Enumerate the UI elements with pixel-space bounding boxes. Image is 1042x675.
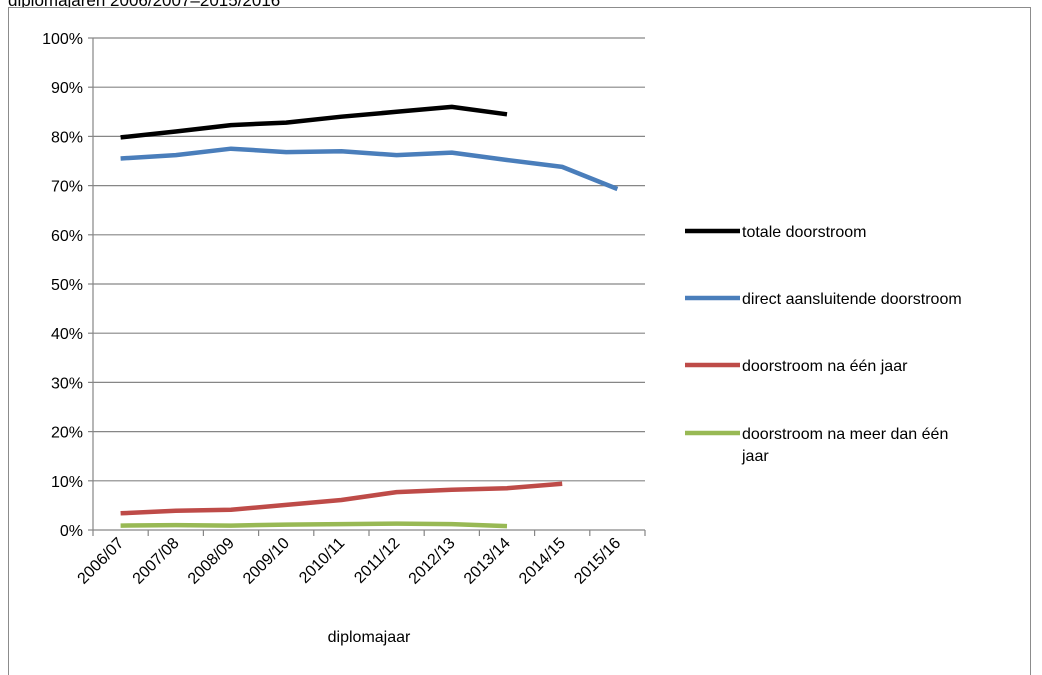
x-tick-label: 2007/08: [130, 535, 183, 588]
x-tick-label: 2009/10: [240, 535, 293, 588]
legend-label: direct aansluitende doorstroom: [742, 291, 962, 308]
series-line-4: [120, 521, 508, 529]
series-line-3: [120, 481, 563, 516]
y-axis-tick-labels: 0% 10% 20% 30% 40% 50% 60% 70% 80% 90% 100%: [42, 31, 83, 540]
y-tick-label: 40%: [51, 326, 83, 343]
x-axis-tick-labels: 2006/07 2007/08 2008/09 2009/10 2010/11 2011/…: [75, 535, 625, 588]
x-tick-label: 2014/15: [516, 535, 569, 588]
legend: totale doorstroom direct aansluitende doo…: [685, 224, 962, 465]
x-tick-label: 2008/09: [185, 535, 238, 588]
legend-item: direct aansluitende doorstroom: [685, 291, 962, 308]
gridlines: [93, 37, 645, 531]
legend-label: doorstroom na meer dan één jaar: [741, 426, 948, 465]
x-tick-label: 2006/07: [75, 535, 128, 588]
y-tick-label: 90%: [51, 80, 83, 97]
y-tick-label: 0%: [60, 523, 83, 540]
x-tick-label: 2013/14: [461, 535, 514, 588]
x-tick-label: 2011/12: [351, 535, 403, 587]
series-line-1: [120, 104, 508, 140]
chart-frame: [8, 7, 1031, 675]
x-tick-label: 2012/13: [406, 535, 459, 588]
y-tick-label: 60%: [51, 228, 83, 245]
x-tick-label: 2015/16: [571, 535, 624, 588]
y-tick-label: 10%: [51, 474, 83, 491]
y-tick-label: 20%: [51, 425, 83, 442]
y-tick-label: 50%: [51, 277, 83, 294]
series-lines: [120, 104, 619, 529]
x-axis-label: diplomajaar: [328, 629, 411, 646]
y-tick-label: 80%: [51, 129, 83, 146]
legend-item: totale doorstroom: [685, 224, 867, 241]
legend-item: doorstroom na meer dan één jaar: [685, 426, 948, 465]
chart-caption: diplomajaren 2006/2007–2015/2016: [8, 0, 281, 10]
x-tick-label: 2010/11: [296, 535, 348, 587]
y-tick-label: 100%: [42, 31, 83, 48]
series-line-2: [120, 146, 619, 192]
y-tick-label: 70%: [51, 179, 83, 196]
legend-label: doorstroom na één jaar: [742, 358, 908, 375]
legend-item: doorstroom na één jaar: [685, 358, 908, 375]
y-tick-label: 30%: [51, 375, 83, 392]
axes: [88, 37, 646, 536]
legend-label: totale doorstroom: [742, 224, 867, 241]
